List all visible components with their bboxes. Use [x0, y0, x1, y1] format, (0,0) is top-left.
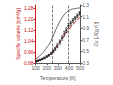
svg-text:0.88: 0.88: [23, 60, 34, 67]
svg-text:Cv [J/(g K)]: Cv [J/(g K)]: [93, 21, 99, 47]
svg-text:400: 400: [65, 65, 74, 71]
svg-text:0.3: 0.3: [82, 60, 90, 67]
svg-text:0.96: 0.96: [24, 49, 34, 55]
svg-text:1.1: 1.1: [82, 14, 89, 20]
svg-text:Temperature [K]: Temperature [K]: [40, 75, 76, 81]
svg-text:1.20: 1.20: [24, 16, 34, 22]
svg-text:Specific volume [cm³/g]: Specific volume [cm³/g]: [15, 8, 21, 60]
svg-text:0.7: 0.7: [82, 37, 89, 43]
svg-text:0.5: 0.5: [82, 48, 89, 54]
svg-text:1.12: 1.12: [24, 27, 34, 33]
svg-text:200: 200: [43, 65, 52, 71]
svg-text:500: 500: [76, 65, 85, 71]
svg-text:1.04: 1.04: [24, 38, 34, 44]
svg-text:1.28: 1.28: [24, 5, 34, 11]
svg-text:0.9: 0.9: [82, 25, 89, 31]
svg-text:300: 300: [54, 65, 63, 71]
svg-text:1.3: 1.3: [82, 2, 89, 8]
svg-text:100: 100: [31, 65, 40, 71]
